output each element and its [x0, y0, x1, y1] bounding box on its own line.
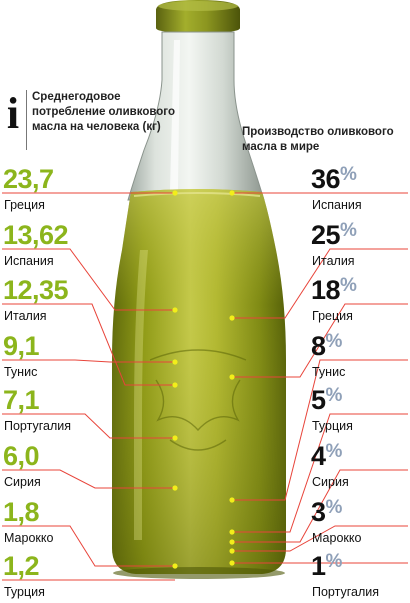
marker-dot-right-3	[229, 374, 235, 380]
percent-sign: %	[325, 441, 343, 462]
leader-line-left-6	[2, 469, 175, 489]
consumption-value: 23,7	[3, 164, 54, 194]
marker-dot-left-6	[172, 485, 178, 491]
consumption-country: Тунис	[4, 365, 38, 379]
leader-line-left-4	[2, 359, 175, 363]
marker-dot-right-8	[229, 560, 235, 566]
leader-line-right-3	[232, 303, 408, 378]
consumption-value: 12,35	[3, 275, 69, 305]
consumption-value: 9,1	[3, 331, 40, 361]
production-country: Сирия	[312, 475, 349, 489]
marker-dot-right-7	[229, 548, 235, 554]
consumption-value: 1,2	[3, 551, 40, 581]
percent-sign: %	[340, 164, 357, 185]
marker-dot-left-2	[172, 307, 178, 313]
production-country: Португалия	[312, 585, 380, 599]
leader-line-left-7	[2, 525, 175, 567]
consumption-country: Португалия	[4, 419, 72, 433]
production-value: 8%	[311, 331, 343, 361]
production-country: Испания	[312, 198, 362, 212]
production-country: Греция	[312, 309, 353, 323]
leader-line-right-7	[232, 525, 408, 552]
consumption-title: Среднегодовое потребление оливкового мас…	[32, 91, 175, 133]
leader-line-left-3	[2, 303, 175, 386]
marker-dot-right-1	[229, 190, 235, 196]
production-title: Производство оливкового масла в мире	[242, 126, 394, 153]
leader-line-right-4	[232, 359, 408, 501]
leader-line-left-5	[2, 413, 175, 439]
percent-sign: %	[325, 551, 343, 572]
info-icon: i	[6, 89, 20, 138]
consumption-value: 7,1	[3, 385, 40, 415]
consumption-country: Марокко	[4, 531, 54, 545]
production-country: Тунис	[312, 365, 346, 379]
production-value: 18%	[311, 275, 357, 305]
production-country: Марокко	[312, 531, 362, 545]
leader-line-left-2	[2, 248, 175, 311]
consumption-value: 1,8	[3, 497, 40, 527]
production-value: 4%	[311, 441, 343, 471]
consumption-country: Испания	[4, 254, 54, 268]
marker-dot-left-4	[172, 359, 178, 365]
consumption-country: Сирия	[4, 475, 41, 489]
marker-dot-right-2	[229, 315, 235, 321]
consumption-country: Турция	[4, 585, 45, 599]
marker-dot-left-3	[172, 382, 178, 388]
production-country: Турция	[312, 419, 353, 433]
production-value: 36%	[311, 164, 357, 194]
marker-dot-right-6	[229, 539, 235, 545]
percent-sign: %	[325, 385, 343, 406]
production-value: 5%	[311, 385, 343, 415]
production-value: 1%	[311, 551, 343, 581]
consumption-value: 13,62	[3, 220, 69, 250]
percent-sign: %	[340, 220, 357, 241]
consumption-country: Греция	[4, 198, 45, 212]
marker-dot-left-5	[172, 435, 178, 441]
marker-dot-right-5	[229, 529, 235, 535]
leader-line-right-2	[232, 248, 408, 319]
production-value: 3%	[311, 497, 343, 527]
marker-dot-left-7	[172, 563, 178, 569]
production-country: Италия	[312, 254, 355, 268]
production-value: 25%	[311, 220, 357, 250]
consumption-country: Италия	[4, 309, 47, 323]
consumption-value: 6,0	[3, 441, 40, 471]
marker-dot-right-4	[229, 497, 235, 503]
leader-line-right-5	[232, 413, 408, 533]
header-divider	[26, 90, 27, 150]
percent-sign: %	[340, 275, 357, 296]
leader-line-right-6	[232, 469, 408, 543]
percent-sign: %	[325, 497, 343, 518]
percent-sign: %	[325, 331, 343, 352]
marker-dot-left-1	[172, 190, 178, 196]
